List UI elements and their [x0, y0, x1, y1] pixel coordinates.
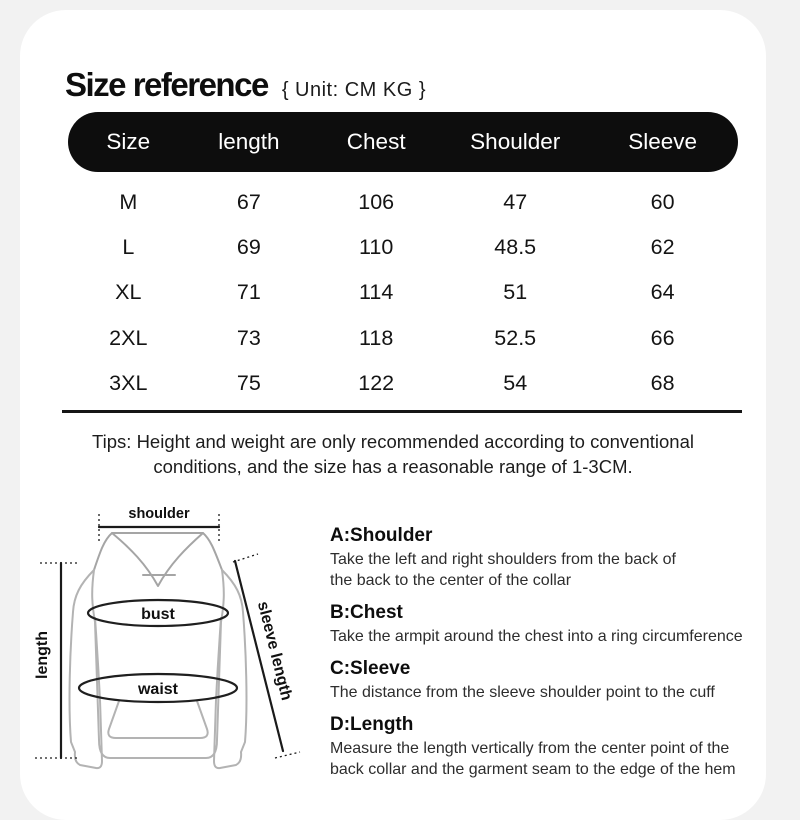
bust-label-mask	[133, 602, 183, 623]
shoulder-value: 52.5	[494, 325, 537, 350]
hoodie-measurement-diagram: bust waist shoulder length sleeve length	[34, 506, 301, 770]
column-header-chest: Chest	[346, 129, 406, 154]
sleeve-value: 60	[650, 190, 675, 215]
table-row-l: L 69 110 48.5 62	[68, 225, 738, 270]
sleeve-value: 68	[650, 370, 675, 395]
column-header-size: Size	[106, 129, 151, 154]
left-sleeve	[68, 569, 103, 770]
guide-description-line: Take the left and right shoulders from t…	[330, 551, 676, 568]
tips-text: Tips: Height and weight are only recomme…	[20, 430, 766, 479]
chest-value: 106	[358, 190, 395, 215]
chest-value: 110	[359, 235, 394, 260]
shoulder-value: 47	[503, 190, 528, 215]
page-title: Size reference	[65, 66, 269, 103]
waist-label: waist	[137, 681, 179, 698]
guide-heading: A:Shoulder	[330, 525, 433, 546]
waist-ellipse	[77, 672, 239, 704]
size-label: L	[122, 235, 135, 260]
sleeve-value: 64	[650, 280, 675, 305]
table-row-3xl: 3XL 75 122 54 68	[68, 361, 738, 406]
size-chart-card: Size reference { Unit: CM KG } Size leng…	[20, 10, 766, 820]
hood-inner-v	[111, 532, 204, 587]
guide-section-chest: B:Chest Take the armpit around the chest…	[330, 602, 795, 647]
hood-outline	[93, 532, 223, 571]
guide-heading: B:Chest	[330, 602, 403, 623]
guide-section-sleeve: C:Sleeve The distance from the sleeve sh…	[330, 658, 795, 703]
table-row-xl: XL 71 114 51 64	[68, 270, 738, 315]
guide-heading: D:Length	[330, 714, 414, 735]
right-sleeve	[213, 569, 248, 770]
length-value: 71	[236, 280, 261, 305]
column-header-sleeve: Sleeve	[628, 129, 697, 154]
tips-line-1: Tips: Height and weight are only recomme…	[92, 431, 694, 452]
chest-value: 114	[359, 280, 394, 305]
sleeve-tick-top	[232, 553, 259, 563]
length-value: 69	[236, 235, 261, 260]
guide-description-line: Measure the length vertically from the c…	[330, 740, 730, 757]
title-row: Size reference { Unit: CM KG }	[65, 66, 426, 104]
shoulder-value: 48.5	[494, 235, 537, 260]
bust-ellipse	[86, 598, 230, 628]
column-header-shoulder: Shoulder	[470, 129, 561, 154]
body-outline	[91, 569, 225, 759]
length-value: 73	[236, 325, 261, 350]
guide-description-line: Take the armpit around the chest into a …	[330, 628, 743, 645]
sleeve-length-label: sleeve length	[254, 600, 295, 702]
guide-section-shoulder: A:Shoulder Take the left and right shoul…	[330, 525, 795, 591]
bust-label: bust	[141, 606, 175, 623]
sleeve-value: 66	[650, 325, 675, 350]
guide-description-line: the back to the center of the collar	[330, 572, 572, 589]
size-label: XL	[115, 280, 142, 305]
sleeve-measure-line	[233, 559, 285, 753]
table-row-m: M 67 106 47 60	[68, 180, 738, 225]
sleeve-value: 62	[650, 235, 675, 260]
shoulder-value: 54	[503, 370, 528, 395]
length-measure-label: length	[34, 631, 51, 679]
table-bottom-rule	[62, 410, 742, 413]
length-value: 75	[236, 370, 261, 395]
shoulder-value: 51	[503, 280, 528, 305]
guide-heading: C:Sleeve	[330, 658, 411, 679]
unit-note: { Unit: CM KG }	[281, 79, 427, 101]
table-row-2xl: 2XL 73 118 52.5 66	[68, 316, 738, 361]
guide-description-line: back collar and the garment seam to the …	[330, 761, 736, 778]
tips-line-2: conditions, and the size has a reasonabl…	[153, 455, 633, 477]
guide-section-length: D:Length Measure the length vertically f…	[330, 714, 795, 780]
table-header-row: Size length Chest Shoulder Sleeve	[68, 112, 738, 172]
length-value: 67	[236, 190, 261, 215]
size-label: M	[119, 190, 138, 215]
waist-label-mask	[128, 677, 188, 698]
shoulder-measure-label: shoulder	[128, 506, 190, 522]
chest-value: 122	[358, 370, 395, 395]
size-table-body: M 67 106 47 60 L 69 110 48.5 62 XL 71 11…	[68, 180, 738, 406]
size-label: 3XL	[109, 370, 148, 395]
chest-value: 118	[359, 325, 394, 350]
kangaroo-pocket	[107, 700, 209, 739]
measuring-guide: A:Shoulder Take the left and right shoul…	[330, 525, 795, 791]
sleeve-tick-bottom	[274, 751, 301, 759]
column-header-length: length	[218, 129, 280, 154]
guide-description-line: The distance from the sleeve shoulder po…	[330, 684, 715, 701]
size-label: 2XL	[109, 325, 148, 350]
